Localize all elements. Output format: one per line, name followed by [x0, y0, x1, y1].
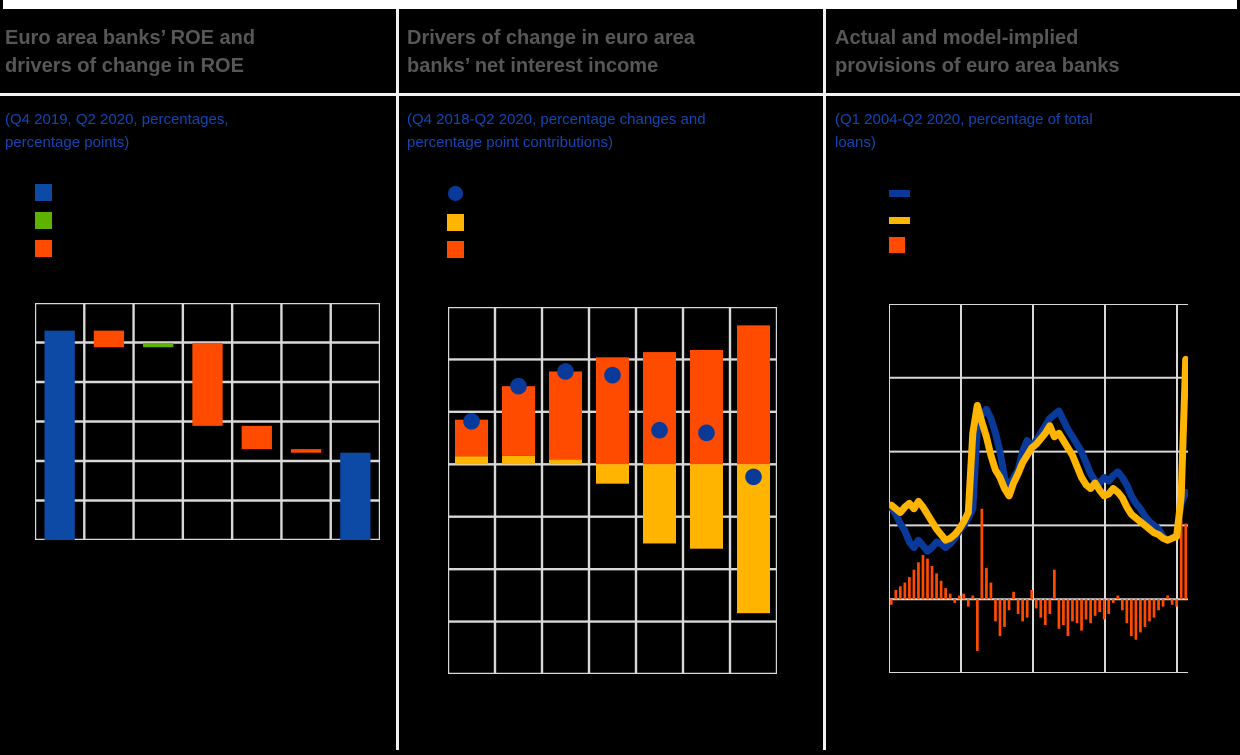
panel-nii-subtitle-line2: percentage point contributions): [407, 134, 613, 151]
panel-roe: Euro area banks’ ROE and drivers of chan…: [0, 0, 396, 755]
panel-nii-title-line2: banks’ net interest income: [407, 55, 659, 77]
legend-swatch-orange-square: [447, 241, 464, 258]
panel-roe-subtitle-line2: percentage points): [5, 134, 130, 151]
nii-stacked-bar-chart: [448, 307, 777, 674]
panel-provisions-title-line1: Actual and model-implied: [835, 27, 1079, 49]
legend-swatch-green-square: [35, 212, 52, 229]
panel-nii-title: Drivers of change in euro area banks’ ne…: [407, 24, 695, 80]
title-underline-rule: [0, 93, 1240, 96]
panel-roe-subtitle: (Q4 2019, Q2 2020, percentages, percenta…: [5, 108, 228, 154]
panel-divider: [396, 9, 399, 750]
legend-swatch-orange-square: [35, 240, 52, 257]
legend-swatch-yellow-line: [889, 217, 910, 224]
panel-provisions-subtitle: (Q1 2004-Q2 2020, percentage of total lo…: [835, 108, 1093, 154]
legend-swatch-blue-line: [889, 190, 910, 197]
legend-swatch-blue-dot: [448, 186, 463, 201]
panel-roe-title: Euro area banks’ ROE and drivers of chan…: [5, 24, 255, 80]
panel-nii-subtitle-line1: (Q4 2018-Q2 2020, percentage changes and: [407, 111, 706, 128]
legend-swatch-yellow-square: [447, 214, 464, 231]
top-white-strip: [3, 0, 1237, 9]
panel-provisions-title-line2: provisions of euro area banks: [835, 55, 1120, 77]
panel-nii-subtitle: (Q4 2018-Q2 2020, percentage changes and…: [407, 108, 706, 154]
roe-waterfall-chart: [35, 303, 380, 540]
panel-provisions: Actual and model-implied provisions of e…: [827, 0, 1240, 755]
panel-roe-title-line1: Euro area banks’ ROE and: [5, 27, 256, 49]
panel-provisions-subtitle-line1: (Q1 2004-Q2 2020, percentage of total: [835, 111, 1093, 128]
legend-swatch-orange-square: [889, 237, 905, 253]
legend-swatch-blue-square: [35, 184, 52, 201]
panel-roe-subtitle-line1: (Q4 2019, Q2 2020, percentages,: [5, 111, 229, 128]
panel-roe-title-line2: drivers of change in ROE: [5, 55, 244, 77]
panel-divider: [823, 9, 826, 750]
panel-nii-title-line1: Drivers of change in euro area: [407, 27, 695, 49]
provisions-line-bar-chart: [889, 304, 1188, 673]
panel-provisions-subtitle-line2: loans): [835, 134, 876, 151]
panel-nii: Drivers of change in euro area banks’ ne…: [400, 0, 823, 755]
panel-provisions-title: Actual and model-implied provisions of e…: [835, 24, 1120, 80]
